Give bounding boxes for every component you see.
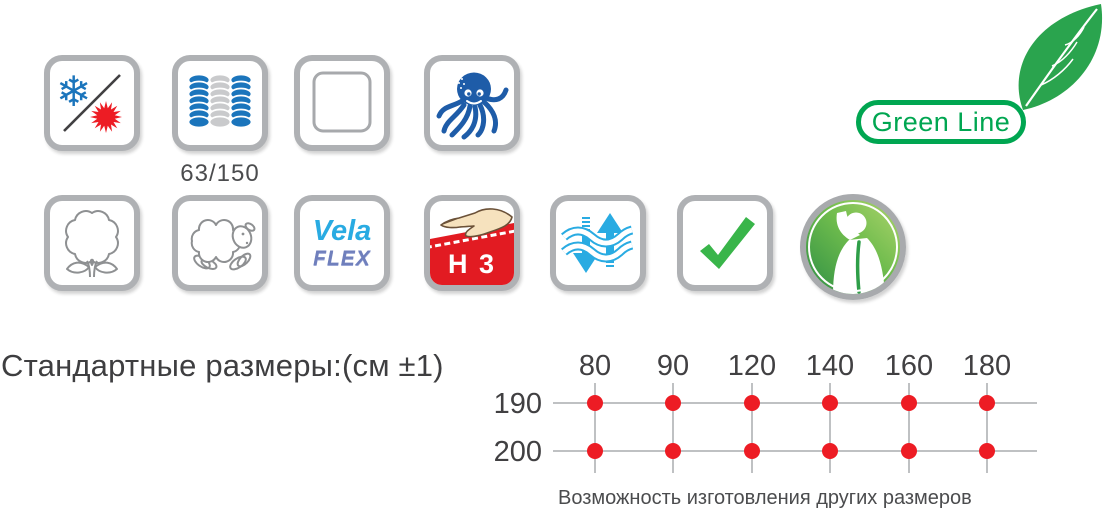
airflow-icon <box>561 213 634 273</box>
size-dot-140x200 <box>822 443 838 459</box>
size-dot-180x190 <box>979 395 995 411</box>
size-dot-90x200 <box>665 443 681 459</box>
octopus-icon <box>436 72 509 140</box>
velaflex-tile: Vela FLEX <box>294 195 390 291</box>
grid-v-line <box>986 383 988 473</box>
col-label-90: 90 <box>656 350 690 382</box>
size-dot-160x200 <box>901 443 917 459</box>
approved-tile <box>677 195 773 291</box>
cotton-icon <box>65 210 119 278</box>
grid-v-line <box>829 383 831 473</box>
winter-summer-icon: ❄ <box>44 55 140 151</box>
green-line-badge: Green Line <box>856 100 1026 144</box>
sheep-icon <box>190 219 256 271</box>
size-dot-140x190 <box>822 395 838 411</box>
col-label-160: 160 <box>884 350 934 382</box>
grid-v-line <box>751 383 753 473</box>
springs-icon <box>187 73 253 129</box>
pressing-hand-icon <box>440 208 513 238</box>
col-label-80: 80 <box>578 350 612 382</box>
green-line-label: Green Line <box>871 106 1011 137</box>
inner-square-icon <box>312 71 372 133</box>
col-label-180: 180 <box>962 350 1012 382</box>
size-dot-160x190 <box>901 395 917 411</box>
cotton-icon-tile <box>44 195 140 291</box>
row-label-190: 190 <box>493 388 542 420</box>
wool-icon-tile <box>172 195 268 291</box>
grid-v-line <box>908 383 910 473</box>
leaf-icon <box>1018 4 1103 110</box>
grid-h-line <box>553 450 1037 452</box>
size-dot-180x200 <box>979 443 995 459</box>
size-dot-80x190 <box>587 395 603 411</box>
vela-text: Vela <box>312 215 372 247</box>
hardness-tile: Н 3 <box>424 195 520 291</box>
sizes-title: Стандартные размеры:(см ±1) <box>1 348 444 383</box>
size-dot-120x190 <box>744 395 760 411</box>
grid-v-line <box>672 383 674 473</box>
sizes-note: Возможность изготовления других размеров <box>558 487 972 509</box>
hardness-graphic: Н 3 <box>430 201 514 285</box>
spring-block-icon <box>172 55 268 151</box>
grid-h-line <box>553 402 1037 404</box>
snowflake-sun-icon: ❄ <box>56 67 122 133</box>
size-dot-90x190 <box>665 395 681 411</box>
spring-count-label: 63/150 <box>180 160 260 187</box>
size-dot-80x200 <box>587 443 603 459</box>
hardness-label: Н 3 <box>447 249 497 279</box>
anti-mite-icon <box>424 55 520 151</box>
grid-v-line <box>594 383 596 473</box>
size-dot-120x200 <box>744 443 760 459</box>
col-label-120: 120 <box>727 350 777 382</box>
inner-ring <box>808 202 898 292</box>
blank-square-icon <box>294 55 390 151</box>
spine-support-badge <box>800 194 906 300</box>
row-label-200: 200 <box>493 436 542 468</box>
checkmark-icon <box>700 217 755 269</box>
flex-text: FLEX <box>313 247 371 270</box>
col-label-140: 140 <box>805 350 855 382</box>
breathable-tile <box>550 195 646 291</box>
velaflex-logo: Vela FLEX <box>312 215 372 270</box>
